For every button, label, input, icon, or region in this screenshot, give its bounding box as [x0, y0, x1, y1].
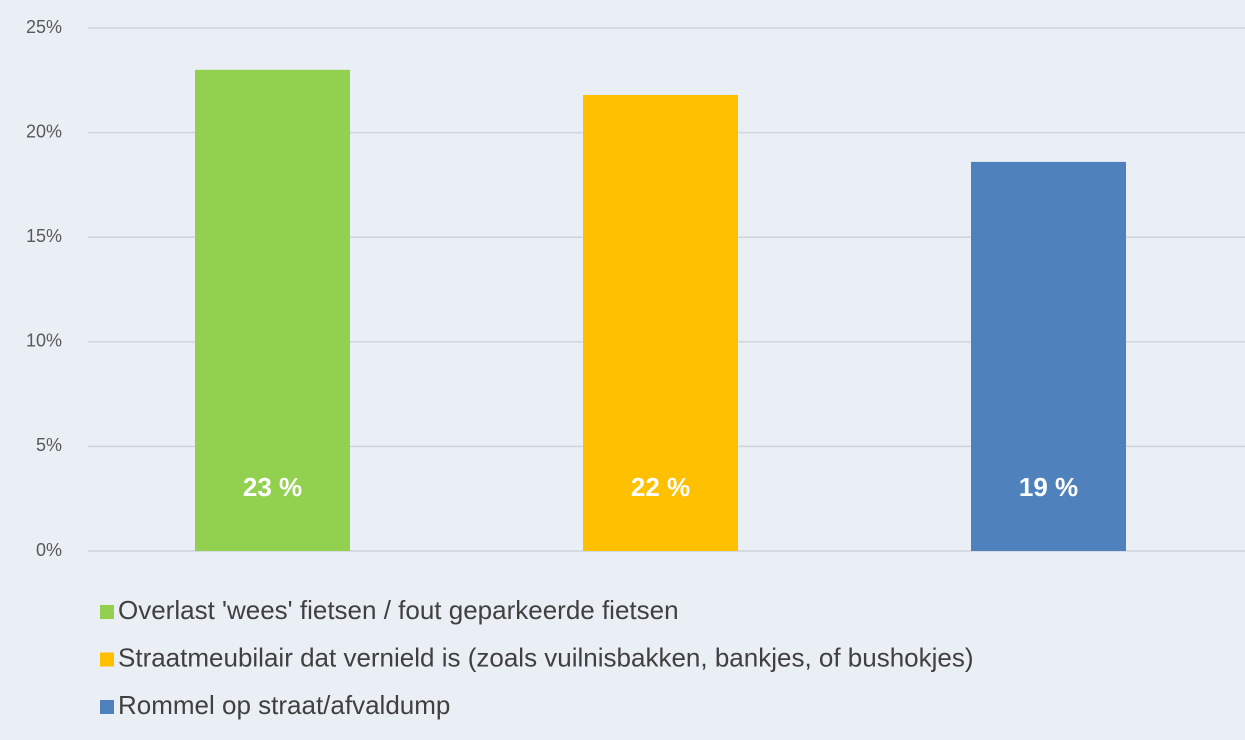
legend-label: Rommel op straat/afvaldump [118, 690, 450, 720]
bar [583, 94, 738, 551]
value-label: 23 % [243, 472, 302, 502]
legend-swatch [100, 700, 114, 714]
y-tick-label: 0% [36, 540, 62, 560]
value-label: 19 % [1019, 472, 1078, 502]
y-tick-label: 5% [36, 435, 62, 455]
value-label: 22 % [631, 472, 690, 502]
bar [971, 161, 1126, 551]
bar [195, 69, 350, 551]
legend-swatch [100, 652, 114, 667]
y-tick-label: 25% [26, 17, 62, 37]
y-tick-label: 20% [26, 121, 62, 141]
y-tick-label: 10% [26, 331, 62, 351]
legend-label: Straatmeubilair dat vernield is (zoals v… [118, 642, 974, 672]
y-tick-label: 15% [26, 226, 62, 246]
legend-label: Overlast 'wees' fietsen / fout geparkeer… [118, 595, 679, 625]
legend-swatch [100, 605, 114, 619]
